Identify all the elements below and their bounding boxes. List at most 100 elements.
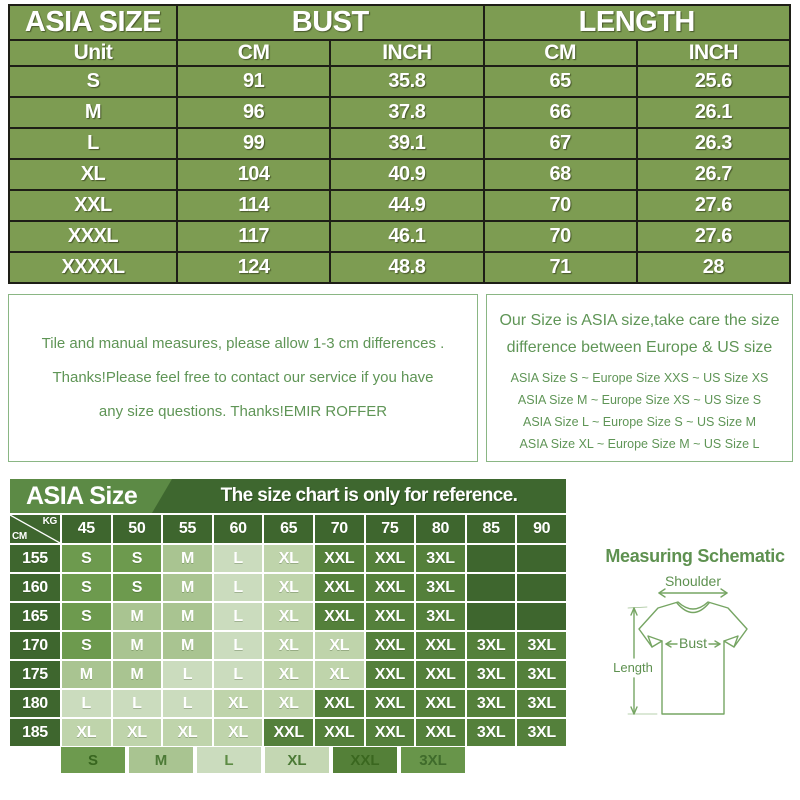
size-value-cell: 3XL <box>416 603 465 630</box>
size-value-cell: XL <box>264 574 313 601</box>
bust-inch-cell: 46.1 <box>331 222 483 251</box>
size-value-cell: L <box>62 690 111 717</box>
empty-cell <box>517 574 566 601</box>
length-inch-cell: 26.7 <box>637 160 789 189</box>
size-value-cell: M <box>112 661 162 688</box>
empty-cell <box>517 545 566 572</box>
weight-header-cell: 65 <box>264 515 313 543</box>
bust-cm-cell: 91 <box>178 67 330 96</box>
size-value-cell: XXL <box>314 545 364 572</box>
empty-cell <box>517 603 566 630</box>
size-value-cell: XXL <box>416 719 465 746</box>
size-value-cell: L <box>112 690 162 717</box>
size-value-cell: L <box>213 661 263 688</box>
size-table-row: M 96 37.8 66 26.1 <box>10 98 789 127</box>
empty-cell <box>466 574 516 601</box>
size-value-cell: XXL <box>416 632 465 659</box>
size-mapping-line: ASIA Size L ~ Europe Size S ~ US Size M <box>523 415 756 429</box>
size-value-cell: 3XL <box>466 661 516 688</box>
legend-swatch-s: S <box>61 747 125 773</box>
size-value-cell: M <box>163 574 212 601</box>
size-value-cell: S <box>62 603 111 630</box>
size-value-cell: XL <box>264 632 313 659</box>
size-table-row: L 99 39.1 67 26.3 <box>10 129 789 158</box>
size-value-cell: XXL <box>365 661 415 688</box>
length-inch-cell: 25.6 <box>637 67 789 96</box>
legend-swatch-xl: XL <box>265 747 329 773</box>
size-value-cell: XL <box>163 719 212 746</box>
size-difference-title-line: difference between Europe & US size <box>506 339 773 356</box>
length-cm-cell: 71 <box>484 253 636 282</box>
height-label-cell: 185 <box>10 719 60 746</box>
size-value-cell: XXL <box>314 574 364 601</box>
weight-chart-row: 180 L L L XL XL XXL XXL XXL 3XL 3XL <box>10 690 566 717</box>
size-table-row: S 91 35.8 65 25.6 <box>10 67 789 96</box>
bust-cm-cell: 96 <box>178 98 330 127</box>
weight-header-cell: 45 <box>62 515 111 543</box>
weight-header-cell: 80 <box>416 515 465 543</box>
size-cell: XXL <box>10 191 176 220</box>
size-cell: XL <box>10 160 176 189</box>
bust-cm-cell: 104 <box>178 160 330 189</box>
size-value-cell: L <box>213 574 263 601</box>
size-cell: XXXXL <box>10 253 176 282</box>
size-table-header-row: ASIA SIZE BUST LENGTH <box>10 6 789 39</box>
unit-label: Unit <box>10 41 176 65</box>
height-label-cell: 170 <box>10 632 60 659</box>
size-value-cell: M <box>112 603 162 630</box>
measure-note-box: Tile and manual measures, please allow 1… <box>8 294 478 462</box>
size-table-unit-row: Unit CM INCH CM INCH <box>10 41 789 65</box>
shoulder-label: Shoulder <box>665 573 721 589</box>
size-value-cell: S <box>62 632 111 659</box>
bust-inch-cell: 37.8 <box>331 98 483 127</box>
size-value-cell: XXL <box>314 603 364 630</box>
size-value-cell: XXL <box>365 545 415 572</box>
size-value-cell: 3XL <box>517 690 566 717</box>
size-value-cell: XXL <box>365 574 415 601</box>
size-mapping-line: ASIA Size S ~ Europe Size XXS ~ US Size … <box>510 371 769 385</box>
size-value-cell: L <box>163 690 212 717</box>
size-color-legend: S M L XL XXL 3XL <box>61 747 465 773</box>
size-value-cell: 3XL <box>517 719 566 746</box>
size-value-cell: XXL <box>416 690 465 717</box>
size-value-cell: XXL <box>264 719 313 746</box>
kg-axis-label: KG <box>42 516 58 527</box>
schematic-title: Measuring Schematic <box>605 546 785 566</box>
cm-axis-label: CM <box>12 531 27 542</box>
size-value-cell: XL <box>213 690 263 717</box>
length-inch-cell: 27.6 <box>637 191 789 220</box>
size-value-cell: M <box>163 632 212 659</box>
size-value-cell: XXL <box>314 719 364 746</box>
cm-kg-corner-cell: KG CM <box>10 515 60 543</box>
size-value-cell: 3XL <box>466 719 516 746</box>
weight-header-cell: 90 <box>517 515 566 543</box>
header-asia-size: ASIA SIZE <box>10 6 176 39</box>
weight-chart-row: 170 S M M L XL XL XXL XXL 3XL 3XL <box>10 632 566 659</box>
size-value-cell: S <box>62 574 111 601</box>
empty-cell <box>466 545 516 572</box>
size-table-row: XXXXL 124 48.8 71 28 <box>10 253 789 282</box>
asia-size-table: ASIA SIZE BUST LENGTH Unit CM INCH CM IN… <box>8 4 791 284</box>
length-cm-cell: 67 <box>484 129 636 158</box>
length-label: Length <box>613 660 653 675</box>
size-value-cell: XL <box>314 632 364 659</box>
length-cm-cell: 68 <box>484 160 636 189</box>
height-label-cell: 180 <box>10 690 60 717</box>
size-value-cell: XXL <box>365 690 415 717</box>
size-cell: M <box>10 98 176 127</box>
bust-label: Bust <box>679 635 707 651</box>
size-value-cell: S <box>112 545 162 572</box>
weight-chart-row: 155 S S M L XL XXL XXL 3XL <box>10 545 566 572</box>
bust-inch-cell: 40.9 <box>331 160 483 189</box>
size-value-cell: 3XL <box>416 545 465 572</box>
size-value-cell: XXL <box>365 632 415 659</box>
weight-height-chart: ASIA Size The size chart is only for ref… <box>10 479 566 746</box>
weight-chart-row: 175 M M L L XL XL XXL XXL 3XL 3XL <box>10 661 566 688</box>
legend-swatch-xxl: XXL <box>333 747 397 773</box>
size-value-cell: L <box>213 545 263 572</box>
weight-header-cell: 60 <box>213 515 263 543</box>
measure-note-line: Tile and manual measures, please allow 1… <box>41 335 445 352</box>
weight-chart-title-bar: ASIA Size The size chart is only for ref… <box>10 479 566 513</box>
size-cell: S <box>10 67 176 96</box>
weight-header-cell: 75 <box>365 515 415 543</box>
